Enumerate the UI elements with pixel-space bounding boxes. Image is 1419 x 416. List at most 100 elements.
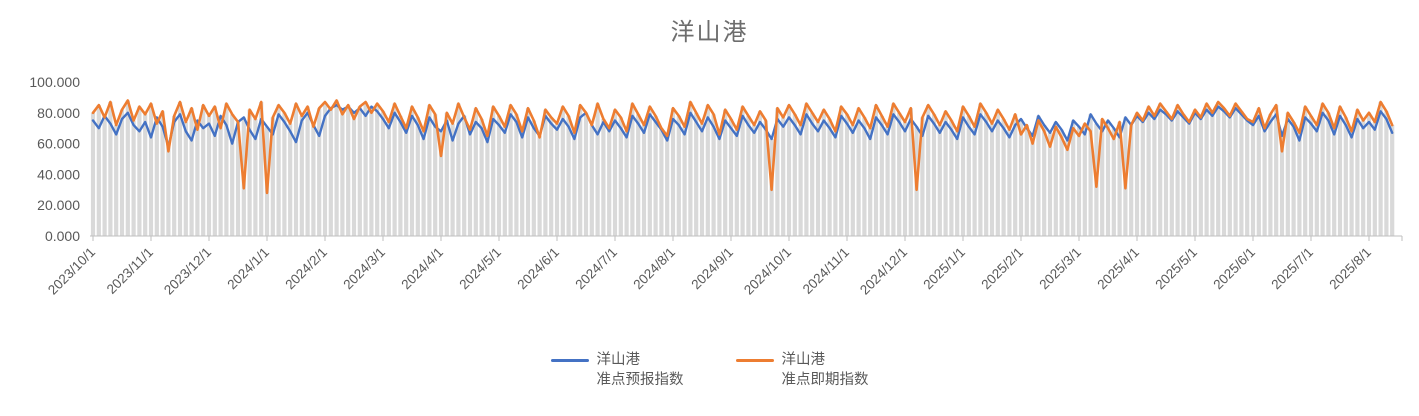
dropline-bar — [108, 102, 113, 236]
dropline-bar — [1256, 108, 1261, 236]
dropline-bar — [375, 103, 380, 236]
dropline-bar — [723, 109, 728, 236]
dropline-bar — [496, 115, 502, 236]
dropline-bar — [1129, 125, 1134, 236]
dropline-bar — [1390, 125, 1395, 236]
dropline-bar — [1361, 120, 1366, 236]
dropline-bar — [299, 115, 304, 236]
x-axis-label: 2025/6/1 — [1210, 245, 1258, 293]
x-axis-label: 2024/12/1 — [857, 245, 910, 298]
dropline-bar — [1152, 115, 1157, 236]
dropline-bar — [398, 115, 403, 236]
dropline-bar — [1372, 122, 1377, 236]
dropline-bar — [514, 114, 519, 236]
dropline-bar — [380, 111, 386, 236]
legend-label-forecast-line2: 准点预报指数 — [596, 372, 684, 388]
dropline-bar — [659, 128, 664, 236]
x-axis-label: 2025/3/1 — [1036, 245, 1084, 293]
x-axis-label: 2023/12/1 — [161, 245, 214, 298]
dropline-bar — [734, 129, 739, 236]
dropline-bar — [96, 105, 101, 236]
dropline-bar — [1117, 122, 1122, 236]
dropline-bar — [1158, 103, 1163, 236]
dropline-bar — [850, 125, 855, 236]
x-axis-label: 2025/1/1 — [920, 245, 968, 293]
dropline-bar — [137, 106, 142, 236]
dropline-bar — [792, 114, 797, 236]
dropline-bar — [740, 106, 745, 236]
dropline-bar — [949, 120, 954, 236]
dropline-bar — [955, 131, 960, 236]
dropline-bar — [1349, 131, 1354, 236]
dropline-bar — [421, 131, 426, 236]
dropline-bar — [879, 115, 884, 236]
x-axis-label: 2024/10/1 — [741, 245, 794, 298]
dropline-bar — [560, 106, 565, 236]
dropline-bar — [1245, 119, 1250, 236]
dropline-bar — [102, 115, 107, 236]
dropline-bar — [1192, 109, 1198, 236]
dropline-bar — [1134, 112, 1140, 236]
dropline-bar — [1169, 119, 1174, 236]
x-axis-label: 2025/2/1 — [978, 245, 1026, 293]
dropline-bar — [578, 105, 583, 236]
dropline-bar — [873, 105, 879, 236]
dropline-bar — [920, 117, 925, 236]
dropline-bar — [572, 132, 577, 236]
x-axis-label: 2025/5/1 — [1152, 245, 1200, 293]
dropline-bar — [160, 111, 165, 236]
dropline-bar — [601, 119, 606, 236]
dropline-bar — [757, 111, 763, 236]
dropline-bar — [688, 102, 693, 236]
dropline-bar — [1082, 123, 1087, 236]
legend-label-forecast-line1: 洋山港 — [596, 352, 641, 368]
dropline-bar — [856, 108, 861, 236]
x-axis-label: 2024/7/1 — [572, 245, 620, 293]
dropline-bar — [1053, 122, 1058, 236]
dropline-bar — [1210, 112, 1215, 236]
dropline-bar — [502, 126, 507, 236]
dropline-bar — [583, 112, 589, 236]
dropline-bar — [154, 117, 159, 236]
dropline-bar — [589, 125, 594, 236]
x-axis-label: 2024/6/1 — [514, 245, 562, 293]
x-axis-label: 2024/5/1 — [456, 245, 504, 293]
dropline-bar — [1250, 122, 1256, 236]
dropline-bar — [624, 131, 629, 236]
dropline-bar — [1274, 105, 1279, 236]
dropline-bar — [1326, 112, 1331, 236]
dropline-bar — [612, 109, 618, 236]
dropline-bar — [1007, 129, 1012, 236]
dropline-bar — [1024, 125, 1029, 236]
dropline-bar — [641, 125, 647, 236]
dropline-bar — [868, 128, 873, 236]
dropline-bar — [978, 103, 983, 236]
x-axis-label: 2024/3/1 — [340, 245, 388, 293]
dropline-bar — [1239, 111, 1244, 236]
x-axis-label: 2025/4/1 — [1094, 245, 1142, 293]
dropline-bar — [247, 109, 252, 236]
dropline-bar — [317, 108, 322, 236]
dropline-bar — [1378, 102, 1383, 236]
x-axis-label: 2024/8/1 — [630, 245, 678, 293]
dropline-bar — [276, 105, 281, 236]
dropline-bar — [1047, 132, 1053, 236]
dropline-bar — [119, 109, 125, 236]
y-axis-label: 0.000 — [45, 228, 80, 244]
dropline-bar — [543, 109, 548, 236]
dropline-bar — [1088, 114, 1093, 236]
dropline-bar — [595, 103, 600, 236]
dropline-bar — [1308, 115, 1314, 236]
dropline-bar — [235, 122, 241, 236]
dropline-bar — [166, 146, 171, 236]
dropline-bar — [1198, 117, 1203, 236]
dropline-bar — [369, 106, 374, 236]
dropline-bar — [415, 117, 420, 236]
dropline-bar — [775, 108, 780, 236]
dropline-bar — [815, 122, 821, 236]
dropline-bar — [937, 125, 942, 236]
dropline-bar — [467, 129, 473, 236]
dropline-bar — [1105, 120, 1111, 236]
dropline-bar — [143, 114, 148, 236]
